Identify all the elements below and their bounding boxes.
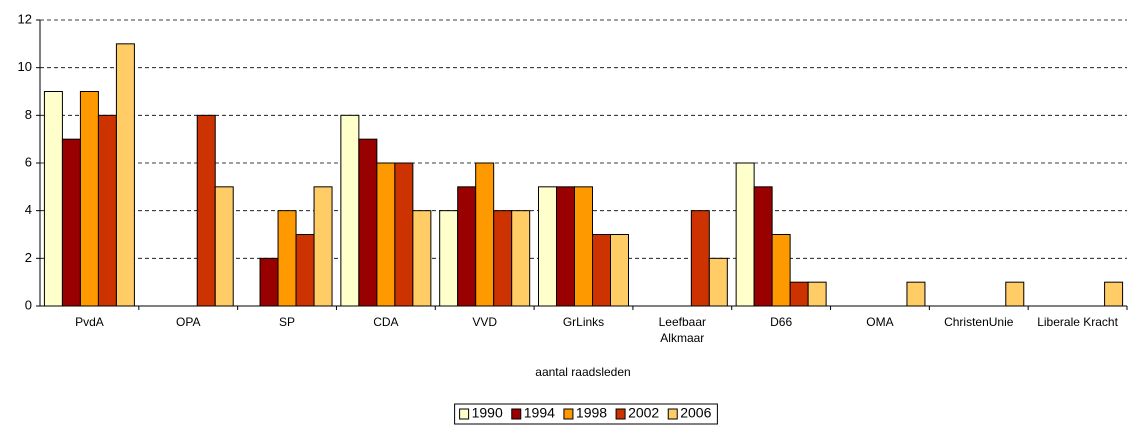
bar [196,114,216,307]
bar [708,257,728,307]
x-tick-label: ChristenUnie [944,315,1014,329]
x-axis-label: aantal raadsleden [535,365,630,379]
bar [690,210,710,307]
x-tick-label: CDA [373,315,398,329]
y-tick-label: 4 [25,202,32,217]
x-tick-label: Liberale Kracht [1037,315,1118,329]
x-tick-label-line: Alkmaar [660,331,704,345]
bar [592,234,611,307]
bar [439,210,459,307]
x-tick-label: SP [279,315,295,329]
bar [457,186,477,307]
x-tick-label: PvdA [75,315,104,329]
legend-label: 1994 [524,405,555,421]
bar [259,257,279,307]
bar [538,186,557,307]
bar [1104,281,1124,307]
bar [789,281,809,307]
y-tick-label: 0 [25,297,32,312]
x-tick-label: OMA [866,315,893,329]
bar [313,186,333,307]
legend-swatch [511,408,522,420]
bar [43,91,63,307]
y-tick-label: 2 [25,250,32,265]
y-tick-label: 8 [25,107,32,122]
bar [340,114,360,307]
bar [412,210,432,307]
bar [511,210,531,307]
bar [556,186,575,307]
bar [394,162,414,307]
bar [61,138,81,307]
legend-swatch [667,408,678,420]
bar [906,281,926,307]
bar [574,186,593,307]
bar [115,43,135,307]
x-tick-label: VVD [472,315,497,329]
x-tick-label: OPA [176,315,200,329]
bar [97,114,117,307]
x-tick-label: D66 [770,315,792,329]
y-tick-label: 12 [18,11,32,26]
bar [771,234,791,307]
bar [358,138,378,307]
legend-label: 2002 [628,405,659,421]
bar [753,186,773,307]
bar [807,281,827,307]
bar [475,162,495,307]
legend-swatch [459,408,470,420]
bar [493,210,513,307]
legend: 1990 1994 1998 2002 2006 [454,403,718,425]
bar [295,234,315,307]
y-tick-label: 6 [25,154,32,169]
bar [214,186,234,307]
legend-label: 1990 [472,405,503,421]
legend-swatch [615,408,626,420]
bar [277,210,297,307]
y-tick-label: 10 [18,59,32,74]
legend-label: 2006 [680,405,711,421]
bar [376,162,396,307]
bar [1005,281,1025,307]
bar [735,162,755,307]
bar [79,91,99,307]
x-tick-label: Leefbaar Alkmaar [659,315,706,345]
x-tick-label-line: Leefbaar [659,315,706,329]
legend-swatch [563,408,574,420]
bar [610,234,629,307]
x-tick-label: GrLinks [563,315,604,329]
legend-label: 1998 [576,405,607,421]
